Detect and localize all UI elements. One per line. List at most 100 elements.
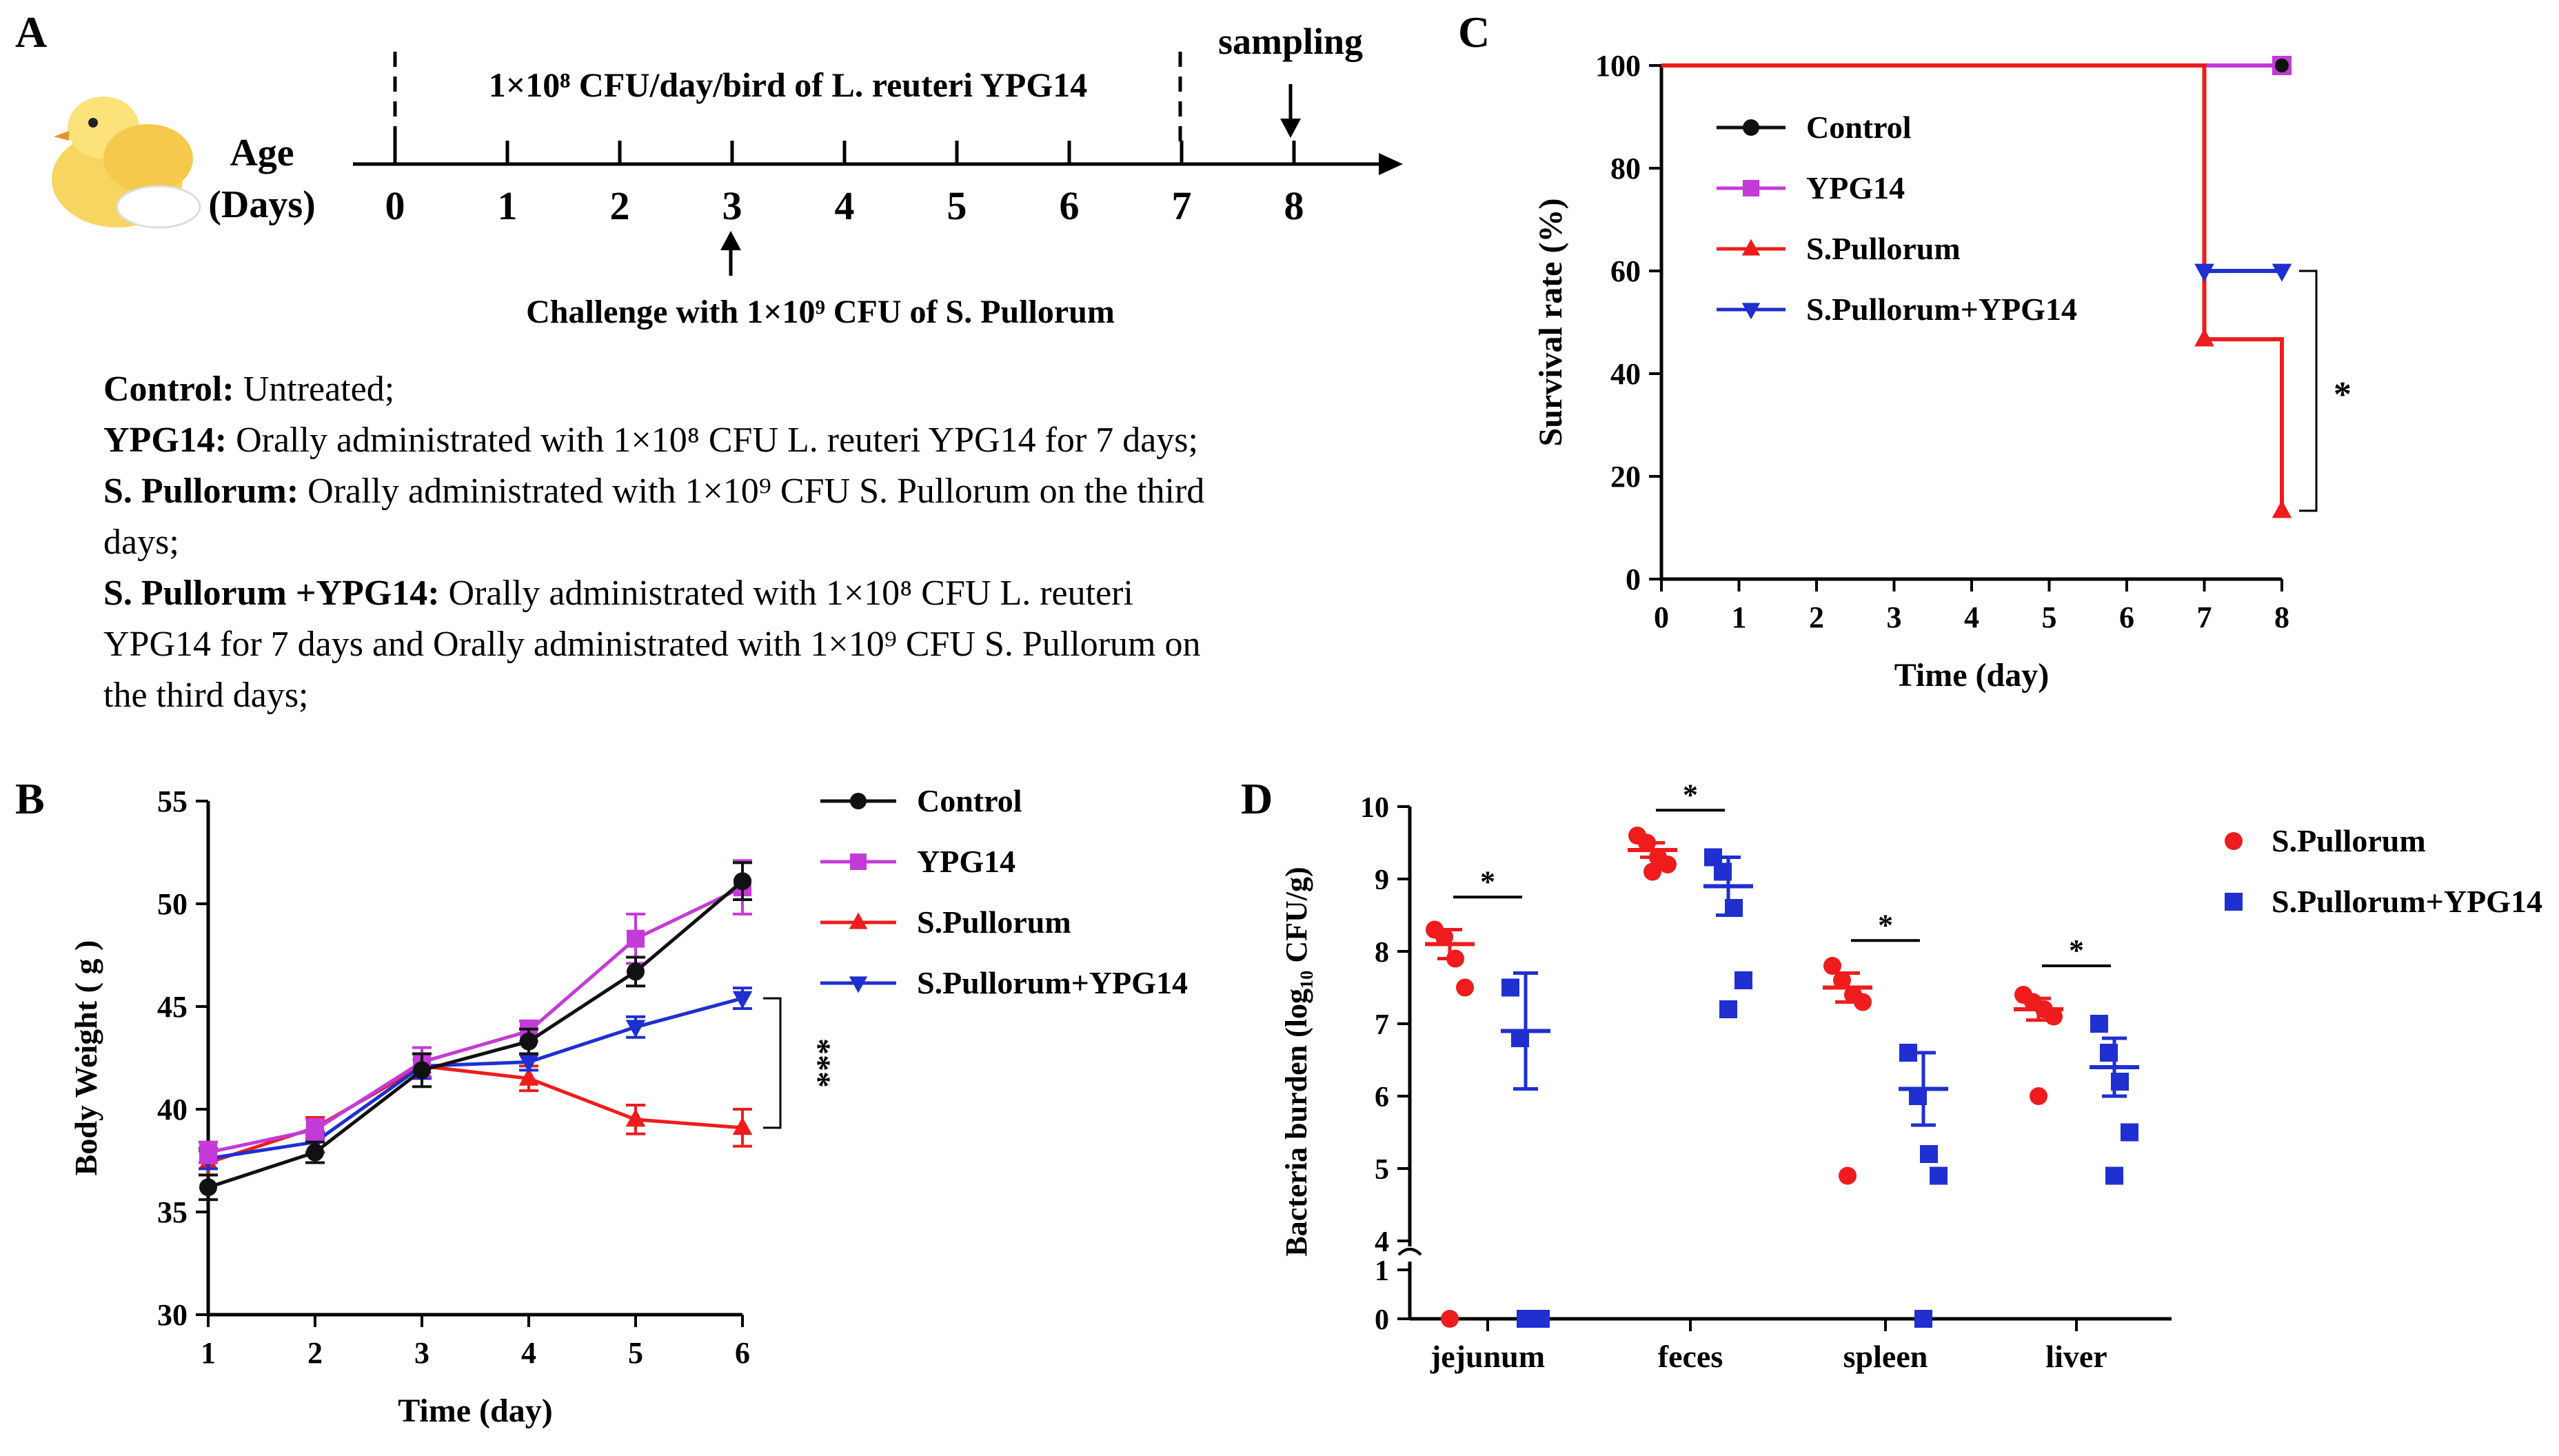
data-point bbox=[1456, 978, 1474, 997]
legend-label: YPG14 bbox=[917, 844, 1015, 879]
series-line bbox=[208, 996, 743, 1160]
timeline-day-label: 6 bbox=[1060, 183, 1080, 228]
y-tick-label: 7 bbox=[1375, 1009, 1389, 1041]
definition-text: Orally administrated with 1×10⁹ CFU S. P… bbox=[299, 472, 1205, 511]
data-point bbox=[1441, 1310, 1459, 1328]
panel-letter-d: D bbox=[1241, 774, 1273, 823]
legend-marker bbox=[1743, 180, 1759, 196]
legend-marker bbox=[2225, 832, 2243, 850]
data-point bbox=[732, 991, 753, 1009]
marker-control bbox=[2275, 59, 2289, 72]
data-point bbox=[2090, 1015, 2108, 1033]
data-point bbox=[1920, 1145, 1938, 1163]
x-tick-label: 8 bbox=[2274, 600, 2289, 634]
timeline-day-label: 7 bbox=[1172, 183, 1192, 228]
legend-marker bbox=[1741, 303, 1761, 320]
y-tick-label: 30 bbox=[157, 1298, 188, 1332]
definition-term: YPG14: bbox=[103, 421, 227, 460]
legend: Control YPG14 S.Pullorum S.Pullorum+YPG14 bbox=[1717, 110, 2077, 327]
x-tick-label: 5 bbox=[2042, 600, 2057, 634]
legend-label: Control bbox=[917, 783, 1022, 818]
definition-line: YPG14: Orally administrated with 1×10⁸ C… bbox=[103, 415, 1468, 466]
definition-text: days; bbox=[103, 523, 179, 562]
y-tick-label: 10 bbox=[1360, 792, 1389, 824]
timeline-day-label: 2 bbox=[610, 183, 630, 228]
data-point bbox=[1839, 1166, 1857, 1185]
x-tick-label: 2 bbox=[307, 1336, 323, 1370]
legend-label: YPG14 bbox=[1806, 170, 1905, 205]
data-point bbox=[627, 962, 645, 981]
data-point bbox=[1930, 1166, 1948, 1185]
x-tick-label: 4 bbox=[1964, 600, 1979, 634]
legend: S.Pullorum S.Pullorum+YPG14 bbox=[2225, 823, 2542, 919]
y-axis-label: Bacteria burden (log₁₀ CFU/g) bbox=[1280, 867, 1313, 1256]
data-point bbox=[2030, 1087, 2047, 1105]
definition-text: YPG14 for 7 days and Orally administrate… bbox=[103, 625, 1201, 664]
definition-line: the third days; bbox=[103, 670, 1468, 721]
legend-label: S.Pullorum+YPG14 bbox=[2272, 884, 2542, 919]
challenge-label: Challenge with 1×10⁹ CFU of S. Pullorum bbox=[526, 294, 1115, 330]
definition-term: S. Pullorum: bbox=[103, 472, 299, 511]
data-point bbox=[199, 1178, 217, 1197]
data-point bbox=[518, 1067, 539, 1086]
challenge-arrow-head bbox=[720, 231, 741, 250]
series-pullorum bbox=[198, 1052, 753, 1177]
chick-illustration bbox=[52, 97, 201, 229]
series-line bbox=[208, 1064, 743, 1164]
data-point bbox=[734, 872, 751, 891]
y-tick-label: 40 bbox=[1610, 357, 1641, 391]
x-tick-label: 3 bbox=[414, 1336, 429, 1370]
definition-line: YPG14 for 7 days and Orally administrate… bbox=[103, 619, 1468, 670]
y-tick-label: 100 bbox=[1595, 49, 1641, 83]
y-axis-label: Body Weight ( g ) bbox=[68, 940, 103, 1176]
series-line bbox=[208, 880, 744, 1189]
data-point bbox=[1517, 1310, 1535, 1328]
definition-text: Orally administrated with 1×10⁸ CFU L. r… bbox=[439, 574, 1133, 613]
definition-text: Orally administrated with 1×10⁸ CFU L. r… bbox=[227, 421, 1198, 460]
definition-text: Untreated; bbox=[234, 370, 395, 409]
data-point bbox=[625, 1020, 646, 1038]
x-tick-label: 2 bbox=[1809, 600, 1824, 634]
legend-marker bbox=[850, 853, 867, 870]
panel-letter-c: C bbox=[1458, 8, 1490, 57]
data-point bbox=[1643, 862, 1661, 881]
timeline-day-label: 5 bbox=[947, 183, 967, 228]
definition-term: Control: bbox=[103, 370, 234, 409]
x-axis-label: Time (day) bbox=[398, 1393, 552, 1429]
category-label: spleen bbox=[1843, 1339, 1928, 1374]
legend-label: S.Pullorum+YPG14 bbox=[1806, 292, 2077, 327]
axis-break-mark bbox=[1397, 1248, 1422, 1256]
y-tick-label: 0 bbox=[1375, 1304, 1389, 1336]
x-tick-label: 3 bbox=[1887, 600, 1902, 634]
y-tick-label: 40 bbox=[157, 1093, 188, 1126]
marker-pullorum-ypg14 bbox=[2194, 263, 2214, 282]
significance-label: * bbox=[1683, 778, 1698, 811]
survival-chart: 0 20 40 60 80 100 0 1 2 3 4 5 6 7 8 Time (day) Survival … bbox=[1533, 49, 2351, 694]
significance-label: * bbox=[1480, 865, 1495, 898]
sampling-arrow-head bbox=[1280, 119, 1301, 138]
marker-pullorum bbox=[2272, 500, 2292, 518]
y-tick-label: 80 bbox=[1610, 152, 1641, 185]
significance-label: *** bbox=[800, 1038, 837, 1088]
legend-label: S.Pullorum bbox=[2272, 823, 2426, 858]
category-label: jejunum bbox=[1430, 1339, 1545, 1374]
definition-line: S. Pullorum: Orally administrated with 1… bbox=[103, 466, 1468, 517]
data-point bbox=[1854, 993, 1872, 1011]
legend-marker bbox=[1743, 119, 1759, 136]
panel-a-timeline: Age (Days) 1×10⁸ CFU/day/bird of L. reut… bbox=[52, 21, 1403, 330]
dose-label: 1×10⁸ CFU/day/bird of L. reuteri YPG14 bbox=[489, 65, 1087, 104]
significance-bracket bbox=[763, 997, 782, 1129]
y-tick-label: 0 bbox=[1626, 563, 1641, 596]
series-pullorum bbox=[1425, 827, 2063, 1328]
data-point bbox=[306, 1143, 324, 1162]
y-tick-label: 6 bbox=[1375, 1082, 1389, 1113]
y-tick-label: 55 bbox=[157, 785, 188, 818]
y-tick-label: 20 bbox=[1610, 460, 1641, 494]
timeline-day-label: 4 bbox=[835, 183, 855, 228]
definition-term: S. Pullorum +YPG14: bbox=[103, 574, 440, 613]
data-point bbox=[199, 1143, 217, 1162]
y-tick-label: 1 bbox=[1375, 1255, 1389, 1287]
data-point bbox=[625, 1109, 646, 1127]
panel-letter-a: A bbox=[15, 8, 48, 57]
